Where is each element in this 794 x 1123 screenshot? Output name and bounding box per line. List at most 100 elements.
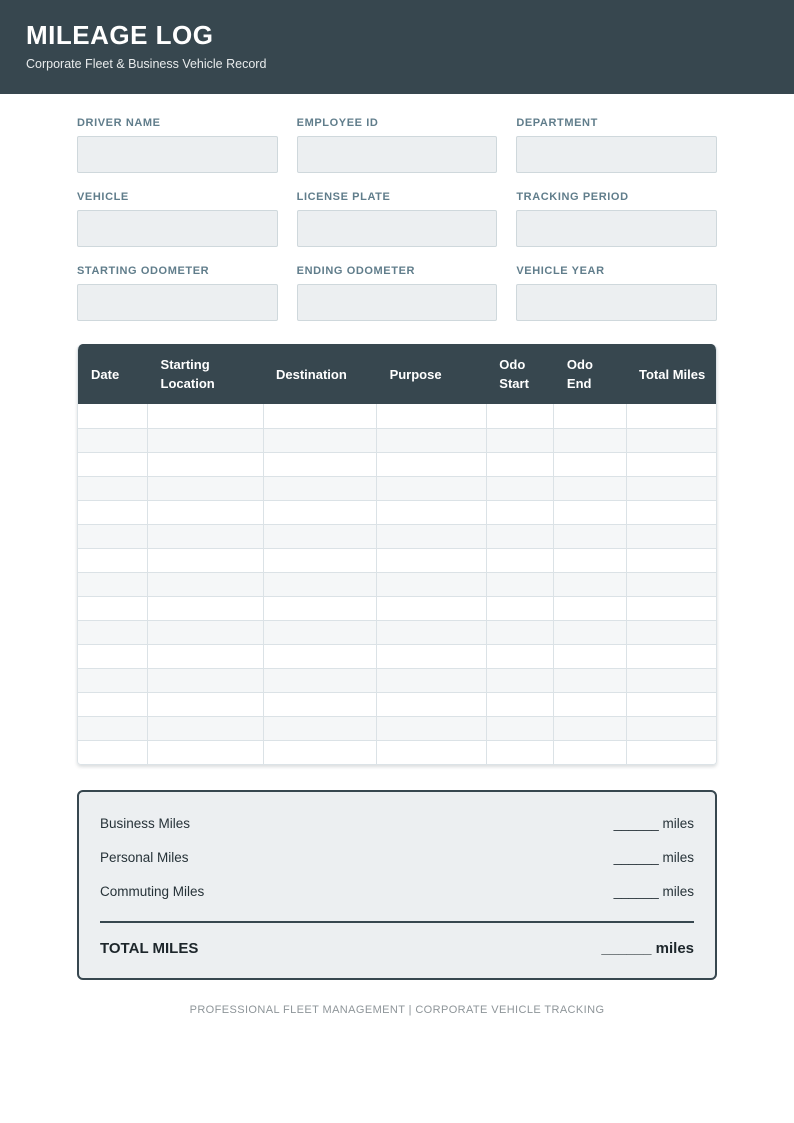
table-cell xyxy=(485,715,555,741)
table-cell xyxy=(147,547,264,573)
table-cell xyxy=(376,739,487,764)
field-label-starting-odometer: STARTING ODOMETER xyxy=(77,265,210,277)
table-cell xyxy=(485,643,555,669)
column-header-purpose: Purpose xyxy=(376,344,487,404)
table-row xyxy=(78,667,716,693)
table-cell xyxy=(147,523,264,549)
table-row xyxy=(78,619,716,645)
table-cell xyxy=(553,595,627,621)
page-subtitle: Corporate Fleet & Business Vehicle Recor… xyxy=(26,57,267,71)
table-row xyxy=(78,715,716,741)
table-cell xyxy=(625,643,716,669)
column-header-starting-location: Starting Location xyxy=(147,344,263,404)
table-cell xyxy=(553,619,627,645)
mileage-table-head: Date Starting Location Destination Purpo… xyxy=(78,344,716,404)
driver-name-input[interactable] xyxy=(77,136,278,173)
table-cell xyxy=(553,739,627,764)
table-row xyxy=(78,595,716,621)
table-cell xyxy=(625,739,716,764)
table-cell xyxy=(553,499,627,525)
table-cell xyxy=(485,427,555,453)
table-cell xyxy=(625,595,716,621)
table-cell xyxy=(376,571,487,597)
table-cell xyxy=(553,547,627,573)
form-fields-grid: DRIVER NAME EMPLOYEE ID DEPARTMENT VEHIC… xyxy=(77,117,717,321)
table-cell xyxy=(262,451,378,477)
table-row xyxy=(78,475,716,501)
mileage-table-body xyxy=(78,404,716,764)
table-cell xyxy=(625,571,716,597)
table-cell xyxy=(485,667,555,693)
department-input[interactable] xyxy=(516,136,717,173)
table-cell xyxy=(625,547,716,573)
table-cell xyxy=(485,595,555,621)
table-cell xyxy=(376,451,487,477)
summary-row-total-miles: TOTAL MILES ______ miles xyxy=(100,940,694,957)
table-cell xyxy=(78,427,149,453)
field-label-vehicle: VEHICLE xyxy=(77,191,129,203)
ending-odometer-input[interactable] xyxy=(296,284,498,321)
table-row xyxy=(78,739,716,764)
table-row xyxy=(78,523,716,549)
field-label-vehicle-year: VEHICLE YEAR xyxy=(516,265,605,277)
table-cell xyxy=(262,404,378,429)
table-cell xyxy=(262,667,378,693)
table-cell xyxy=(625,523,716,549)
mileage-table: Date Starting Location Destination Purpo… xyxy=(78,344,716,764)
field-label-department: DEPARTMENT xyxy=(516,117,598,129)
content-area: DRIVER NAME EMPLOYEE ID DEPARTMENT VEHIC… xyxy=(77,117,717,1016)
table-cell xyxy=(147,691,264,717)
table-cell xyxy=(376,691,487,717)
column-header-destination: Destination xyxy=(263,344,377,404)
summary-value: ______ miles xyxy=(613,884,694,899)
employee-id-input[interactable] xyxy=(296,136,498,173)
summary-row-commuting-miles: Commuting Miles ______ miles xyxy=(100,884,694,899)
table-cell xyxy=(78,715,149,741)
vehicle-year-input[interactable] xyxy=(516,284,717,321)
starting-odometer-input[interactable] xyxy=(77,284,278,321)
table-cell xyxy=(147,499,264,525)
table-cell xyxy=(485,739,555,764)
summary-label: Business Miles xyxy=(100,816,191,831)
table-cell xyxy=(147,595,264,621)
table-cell xyxy=(262,427,378,453)
summary-value: ______ miles xyxy=(613,816,694,831)
summary-box: Business Miles ______ miles Personal Mil… xyxy=(77,790,717,980)
table-row xyxy=(78,547,716,573)
table-cell xyxy=(262,475,378,501)
table-cell xyxy=(262,715,378,741)
field-label-tracking-period: TRACKING PERIOD xyxy=(516,191,629,203)
table-cell xyxy=(147,667,264,693)
field-tracking-period: TRACKING PERIOD xyxy=(516,191,717,247)
tracking-period-input[interactable] xyxy=(516,210,717,247)
table-row xyxy=(78,499,716,525)
summary-row-business-miles: Business Miles ______ miles xyxy=(100,816,694,831)
field-license-plate: LICENSE PLATE xyxy=(296,191,498,247)
document-footer: PROFESSIONAL FLEET MANAGEMENT | CORPORAT… xyxy=(189,1004,605,1016)
table-cell xyxy=(625,451,716,477)
table-cell xyxy=(147,404,264,429)
table-cell xyxy=(147,475,264,501)
field-label-employee-id: EMPLOYEE ID xyxy=(296,117,379,129)
table-cell xyxy=(376,547,487,573)
summary-row-personal-miles: Personal Miles ______ miles xyxy=(100,850,694,865)
field-vehicle-year: VEHICLE YEAR xyxy=(516,265,717,321)
field-starting-odometer: STARTING ODOMETER xyxy=(77,265,278,321)
table-cell xyxy=(78,643,149,669)
table-cell xyxy=(625,475,716,501)
table-cell xyxy=(78,547,149,573)
column-header-odo-start: Odo Start xyxy=(486,344,554,404)
table-cell xyxy=(485,619,555,645)
table-cell xyxy=(262,643,378,669)
table-cell xyxy=(262,547,378,573)
document-header: MILEAGE LOG Corporate Fleet & Business V… xyxy=(0,0,794,94)
table-cell xyxy=(147,619,264,645)
summary-label: Commuting Miles xyxy=(100,884,205,899)
table-cell xyxy=(147,739,264,764)
table-cell xyxy=(376,404,487,429)
table-cell xyxy=(147,571,264,597)
table-cell xyxy=(78,451,149,477)
vehicle-input[interactable] xyxy=(77,210,278,247)
license-plate-input[interactable] xyxy=(296,210,498,247)
table-cell xyxy=(262,571,378,597)
